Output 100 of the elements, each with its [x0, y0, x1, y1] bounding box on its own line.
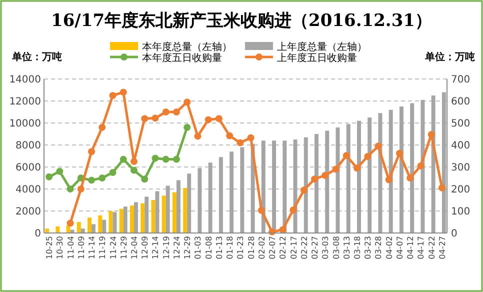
x-tick-label: 04-12 [406, 236, 416, 260]
x-tick-label: 02-17 [289, 236, 298, 260]
point [184, 98, 191, 106]
bar [144, 196, 149, 233]
point [66, 220, 74, 227]
bar [368, 118, 372, 233]
bar [346, 124, 350, 233]
point [215, 115, 222, 122]
x-tick-label: 11-29 [119, 236, 128, 260]
point [354, 164, 360, 172]
bar [410, 103, 414, 233]
y2-tick-label: 200 [451, 184, 470, 196]
y-tick-label: 8000 [16, 140, 41, 152]
bar [388, 110, 393, 233]
y2-tick-label: 100 [451, 206, 470, 218]
bar [102, 220, 106, 233]
y2-tick-label: 600 [451, 96, 470, 108]
point [417, 162, 424, 170]
y-tick-label: 2000 [16, 206, 41, 218]
point [236, 139, 244, 146]
x-tick-label: 02-12 [278, 236, 288, 260]
y-tick-label: 12000 [9, 96, 41, 108]
point [406, 174, 414, 182]
point [332, 166, 340, 173]
bar [123, 206, 128, 233]
point [247, 134, 254, 142]
point [374, 142, 382, 150]
x-tick-label: 03-03 [321, 236, 330, 260]
legend-label: 上年度五日收购量 [277, 52, 357, 64]
point [109, 169, 116, 176]
x-tick-label: 03-13 [342, 236, 352, 260]
bar [357, 120, 361, 233]
bar [176, 180, 180, 233]
bar [130, 206, 134, 233]
point [204, 116, 212, 124]
x-tick-label: 01-23 [236, 236, 246, 260]
point [88, 148, 96, 156]
point [46, 173, 53, 180]
bar [218, 157, 223, 233]
bar [140, 203, 145, 233]
bar [304, 137, 308, 233]
point [130, 158, 138, 165]
point [172, 156, 180, 163]
y-tick-label: 4000 [16, 184, 41, 196]
x-tick-label: 01-13 [214, 236, 224, 260]
bar [378, 113, 382, 233]
point [194, 132, 202, 140]
bar [282, 140, 287, 233]
x-tick-label: 12-29 [183, 236, 192, 260]
bar [208, 162, 212, 233]
x-tick-label: 12-04 [130, 236, 139, 260]
bar [399, 106, 404, 233]
point [300, 186, 308, 194]
legend-label: 上年度总量（左轴） [277, 41, 367, 53]
x-tick-label: 11-14 [88, 236, 97, 260]
bar [420, 100, 425, 233]
point [322, 172, 329, 179]
x-tick-label: 03-28 [374, 236, 384, 260]
x-tick-label: 01-18 [226, 236, 235, 260]
point [56, 168, 64, 175]
bar [314, 134, 319, 233]
y-tick-label: 10000 [9, 118, 41, 130]
x-tick-label: 04-22 [427, 236, 436, 260]
point [120, 88, 127, 96]
bar [45, 228, 50, 233]
bar [70, 230, 74, 233]
x-tick-label: 03-18 [353, 236, 362, 260]
x-tick-label: 02-07 [268, 236, 278, 260]
y-tick-label: 6000 [16, 162, 41, 174]
point [428, 130, 435, 138]
point [438, 184, 446, 192]
point [172, 108, 180, 116]
x-tick-label: 03-08 [332, 236, 341, 260]
y2-tick-label: 700 [451, 74, 470, 86]
point [290, 206, 297, 214]
point [66, 186, 74, 192]
bar [272, 140, 276, 233]
bar [293, 140, 298, 233]
legend-label: 本年度总量（左轴） [142, 41, 232, 53]
y-tick-label: 14000 [9, 74, 41, 86]
bar [172, 192, 176, 233]
bar [230, 152, 234, 233]
bar [325, 130, 330, 233]
bar [92, 224, 96, 233]
y2-tick-label: 400 [451, 140, 470, 152]
x-tick-label: 11-19 [98, 236, 108, 260]
x-tick-label: 12-09 [140, 236, 150, 260]
bar [198, 168, 202, 233]
point [364, 152, 372, 160]
point [98, 124, 106, 131]
x-tick-label: 02-22 [300, 236, 309, 260]
y2-tick-label: 0 [451, 228, 458, 240]
point [385, 176, 392, 184]
point [152, 114, 159, 122]
y2-tick-label: 500 [451, 118, 470, 130]
x-tick-label: 11-24 [108, 236, 118, 260]
x-tick-label: 02-02 [257, 236, 266, 260]
bar [183, 188, 188, 233]
point [396, 150, 403, 157]
bar [88, 218, 92, 233]
